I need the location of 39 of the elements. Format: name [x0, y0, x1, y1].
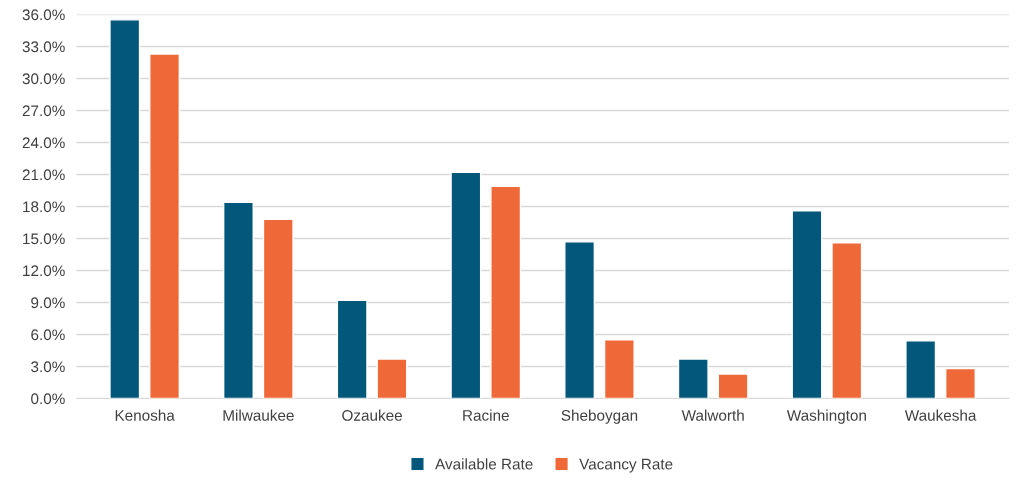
x-tick-label: Washington: [786, 409, 866, 424]
y-tick-label: 15.0%: [23, 233, 65, 245]
bar: [149, 53, 181, 399]
y-tick-label: 30.0%: [22, 73, 65, 85]
x-tick-label: Milwaukee: [223, 409, 294, 421]
bar: [222, 201, 254, 399]
bar: [564, 240, 596, 399]
bar: [945, 367, 976, 399]
bar: [450, 171, 482, 399]
x-tick-label: Ozaukee: [342, 409, 402, 421]
bar: [262, 218, 294, 399]
y-tick-label: 27.0%: [22, 105, 65, 117]
bar: [677, 358, 709, 399]
bar: [831, 242, 863, 399]
x-tick-label: Walworth: [681, 409, 744, 421]
bar: [717, 373, 749, 399]
bar: [603, 339, 635, 399]
legend-label: Vacancy Rate: [579, 458, 673, 473]
bar: [109, 19, 141, 399]
bar: [376, 358, 408, 399]
bar: [336, 299, 368, 399]
y-tick-label: 36.0%: [22, 9, 65, 21]
y-tick-label: 6.0%: [31, 329, 65, 341]
y-tick-label: 0.0%: [31, 393, 65, 405]
x-tick-label: Kenosha: [115, 409, 175, 421]
y-tick-label: 21.0%: [22, 169, 65, 181]
x-tick-label: Waukesha: [904, 409, 977, 421]
bar: [905, 340, 937, 399]
x-tick-label: Sheboygan: [561, 409, 638, 424]
bar: [791, 210, 823, 399]
y-tick-label: 24.0%: [22, 137, 65, 149]
legend-label: Available Rate: [435, 458, 533, 470]
y-tick-label: 12.0%: [23, 265, 65, 277]
x-tick-label: Racine: [463, 409, 509, 421]
y-tick-label: 9.0%: [31, 297, 65, 309]
y-tick-label: 18.0%: [23, 201, 65, 213]
bar: [490, 185, 522, 399]
y-tick-label: 3.0%: [31, 361, 65, 373]
y-tick-label: 33.0%: [22, 41, 65, 53]
